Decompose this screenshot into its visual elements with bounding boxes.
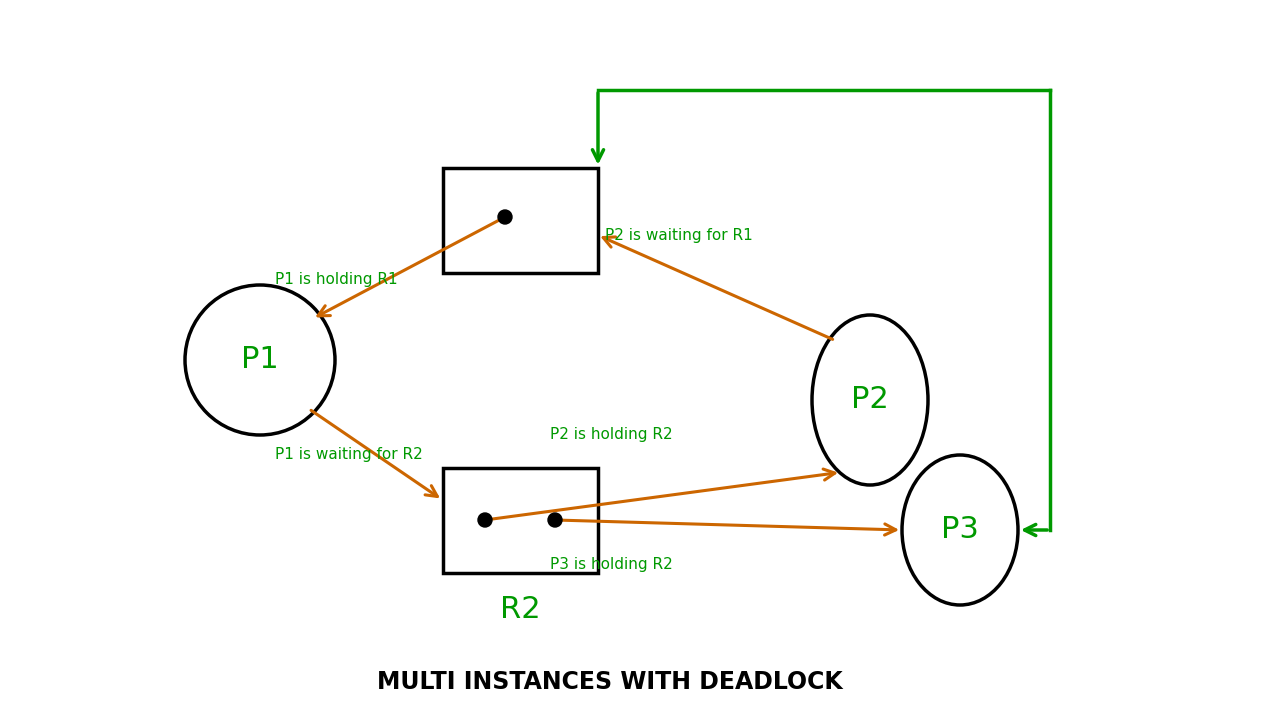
Circle shape [477, 513, 492, 527]
Text: P2 is holding R2: P2 is holding R2 [550, 428, 672, 443]
Text: P2: P2 [851, 385, 888, 415]
Circle shape [186, 285, 335, 435]
Text: P1 is waiting for R2: P1 is waiting for R2 [275, 448, 422, 462]
Circle shape [548, 513, 562, 527]
Text: P2 is waiting for R1: P2 is waiting for R1 [605, 228, 753, 243]
Text: P3: P3 [941, 516, 979, 544]
Text: P1 is holding R1: P1 is holding R1 [275, 272, 398, 287]
Ellipse shape [902, 455, 1018, 605]
Text: R2: R2 [499, 595, 540, 624]
Bar [443, 467, 598, 572]
Ellipse shape [812, 315, 928, 485]
Text: MULTI INSTANCES WITH DEADLOCK: MULTI INSTANCES WITH DEADLOCK [378, 670, 842, 694]
Bar [443, 168, 598, 272]
Text: P1: P1 [241, 346, 279, 374]
Text: P3 is holding R2: P3 is holding R2 [550, 557, 673, 572]
Circle shape [498, 210, 512, 224]
